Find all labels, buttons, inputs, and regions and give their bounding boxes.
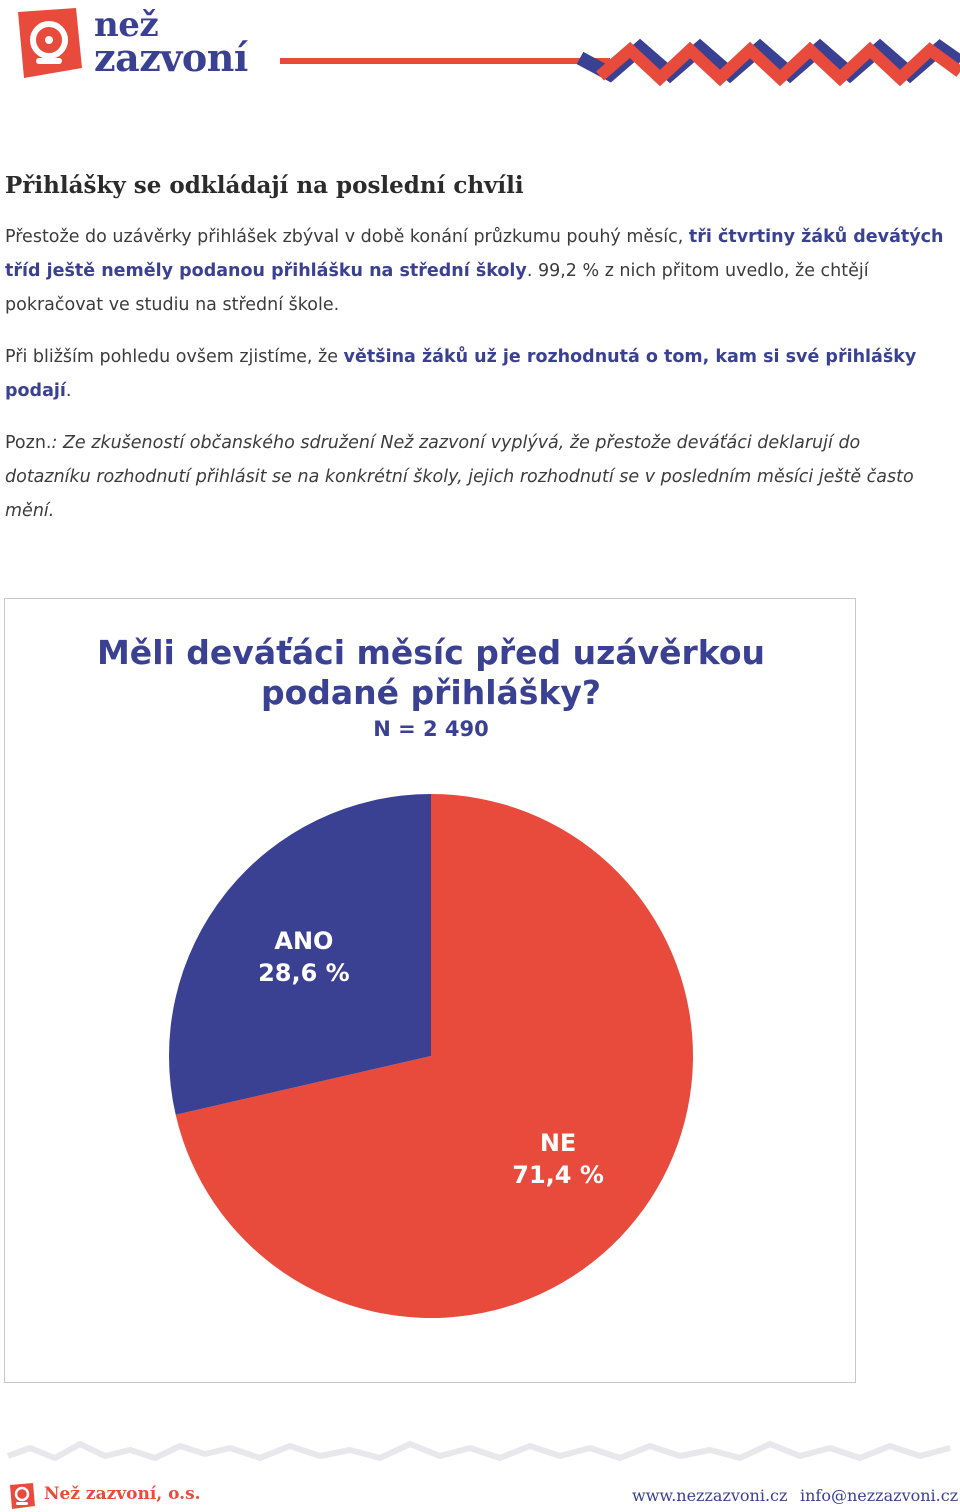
logo-line-2: zazvoní [94,35,248,80]
chart-title: Měli deváťáci měsíc před uzávěrkou podan… [5,633,857,713]
slice-value-ano: 28,6 % [258,959,350,987]
chart-title-line-1: Měli deváťáci měsíc před uzávěrkou [96,633,766,672]
header-decoration-band [280,38,960,87]
footer-wave-decoration [6,1441,951,1461]
brand-logo-text: než zazvoní [94,8,248,80]
footer-email-link[interactable]: info@nezzazvoni.cz [800,1486,959,1505]
footer-bell-logo-icon [10,1483,35,1509]
slice-label-ne: NE [540,1129,576,1157]
article: Přihlášky se odkládají na poslední chvíl… [5,168,945,528]
note-text: : Ze zkušeností občanského sdružení Než … [5,433,914,521]
paragraph-2: Při bližším pohledu ovšem zjistíme, že v… [5,340,945,408]
note-paragraph: Pozn.: Ze zkušeností občanského sdružení… [5,426,945,528]
pie-chart-panel: Měli deváťáci měsíc před uzávěrkou podan… [4,598,856,1383]
note-label: Pozn. [5,433,52,453]
pie-chart: NE 71,4 % ANO 28,6 % [169,794,694,1318]
para2-highlight: většina žáků už je rozhodnutá o tom, kam… [5,347,917,401]
slice-label-ano: ANO [274,927,333,955]
para1-highlight: tři čtvrtiny žáků devátých tříd ještě ne… [5,227,944,281]
chart-sample-size: N = 2 490 [373,717,489,741]
pie-slice-ne [175,794,694,1318]
article-title: Přihlášky se odkládají na poslední chvíl… [5,172,524,199]
chart-title-line-2: podané přihlášky? [260,673,602,712]
bell-logo-icon [18,8,82,78]
para1-text-a: Přestože do uzávěrky přihlášek zbýval v … [5,227,689,247]
para2-text-a: Při bližším pohledu ovšem zjistíme, že [5,347,344,367]
logo-line-1: než [94,5,159,45]
page-header: než zazvoní [0,0,960,100]
footer-organization: Než zazvoní, o.s. [44,1484,201,1504]
para1-text-c: . 99,2 % z nich přitom uvedlo, že chtějí… [5,261,869,315]
pie-slice-ano [169,794,431,1115]
paragraph-1: Přestože do uzávěrky přihlášek zbýval v … [5,220,945,322]
para2-text-c: . [65,381,72,401]
slice-value-ne: 71,4 % [512,1161,604,1189]
page-footer: Než zazvoní, o.s. www.nezzazvoni.cz info… [0,1430,960,1512]
footer-website-link[interactable]: www.nezzazvoni.cz [632,1486,788,1505]
